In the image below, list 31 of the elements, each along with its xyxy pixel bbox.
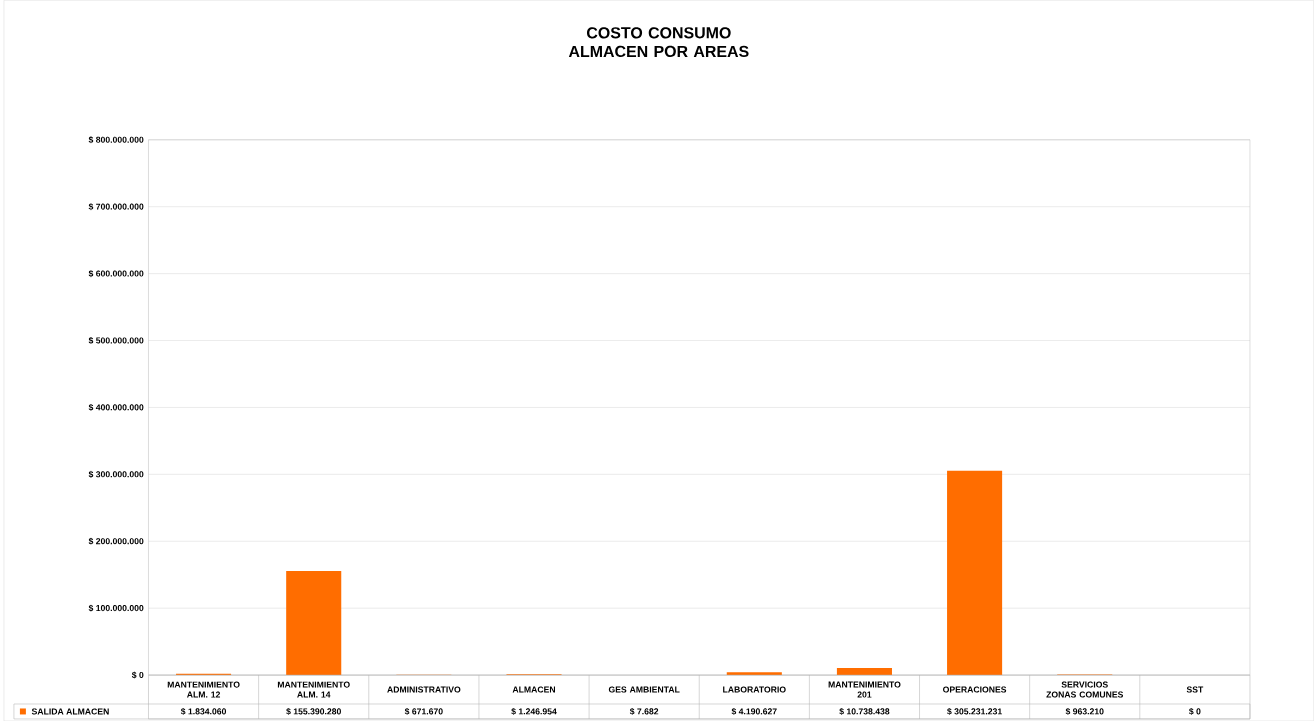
y-tick-label: $ 300.000.000 [88, 470, 144, 478]
y-tick-label: $ 200.000.000 [88, 537, 144, 545]
legend-label: SALIDA ALMACEN [31, 708, 109, 715]
data-label: $ 155.390.280 [286, 707, 341, 715]
data-label: $ 963.210 [1065, 707, 1104, 715]
data-label: $ 0 [1188, 707, 1201, 715]
y-tick-label: $ 700.000.000 [88, 203, 144, 211]
y-tick-label: $ 400.000.000 [88, 403, 144, 411]
y-tick-label: $ 0 [131, 671, 144, 679]
chart-title: COSTO CONSUMO ALMACEN POR AREAS [568, 27, 749, 57]
data-label: $ 7.682 [629, 707, 659, 715]
x-tick-label: OPERACIONES [943, 686, 1007, 693]
x-tick-label: ADMINISTRATIVO [387, 686, 461, 693]
y-tick-label: $ 800.000.000 [88, 136, 144, 144]
data-label: $ 1.834.060 [180, 707, 227, 715]
data-label: $ 671.670 [404, 707, 443, 715]
x-tick-label: GES AMBIENTAL [608, 686, 680, 693]
data-label: $ 10.738.438 [839, 707, 890, 715]
y-tick-label: $ 100.000.000 [88, 604, 144, 612]
x-tick-label: SERVICIOS ZONAS COMUNES [1046, 681, 1124, 698]
x-tick-label: LABORATORIO [723, 686, 786, 693]
x-tick-label: MANTENIMIENTO ALM. 14 [277, 681, 350, 698]
x-tick-label: SST [1186, 686, 1204, 693]
data-label: $ 1.246.954 [511, 707, 557, 715]
x-tick-label: ALMACEN [512, 686, 556, 693]
y-tick-label: $ 600.000.000 [88, 270, 144, 278]
data-label: $ 305.231.231 [947, 707, 1002, 715]
x-tick-label: MANTENIMIENTO 201 [828, 681, 901, 698]
x-tick-label: MANTENIMIENTO ALM. 12 [167, 681, 240, 698]
y-tick-label: $ 500.000.000 [88, 336, 144, 344]
data-label: $ 4.190.627 [731, 707, 777, 715]
